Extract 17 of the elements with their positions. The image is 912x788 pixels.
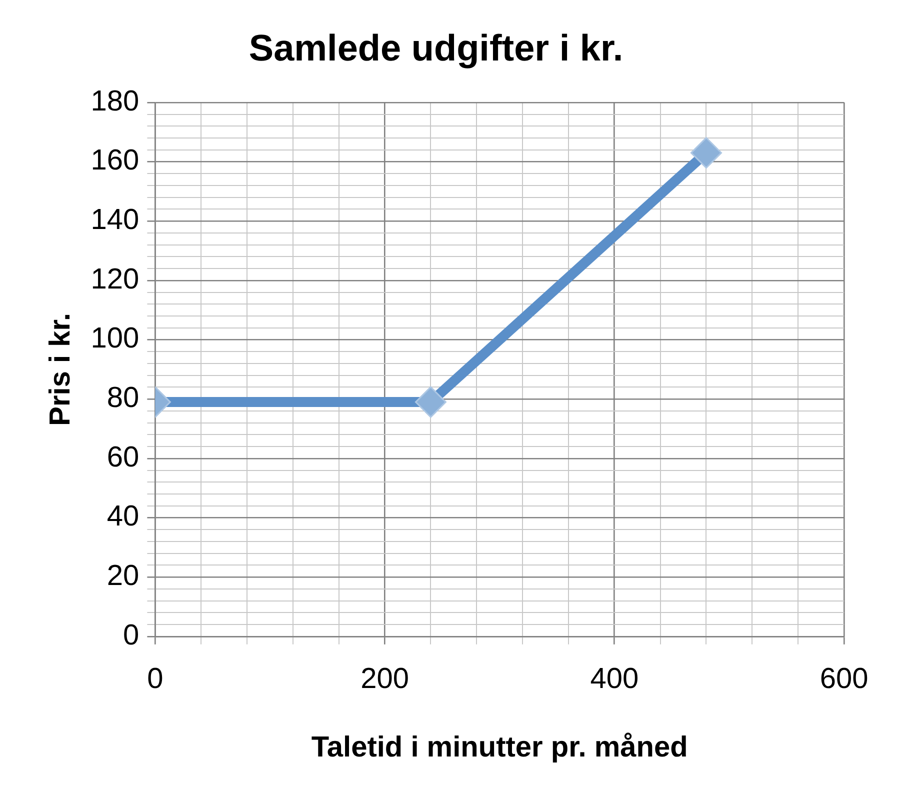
y-tick-label: 100: [90, 322, 140, 355]
y-tick-label: 160: [90, 144, 140, 177]
y-tick-label: 20: [106, 560, 140, 592]
y-tick-label: 0: [123, 619, 140, 652]
x-tick-label: 600: [820, 662, 868, 695]
x-axis-title: Taletid i minutter pr. måned: [311, 732, 688, 764]
y-tick-label: 80: [106, 382, 140, 414]
y-tick-label: 140: [90, 204, 140, 236]
y-tick-label: 180: [90, 85, 140, 118]
y-axis-title: Pris i kr.: [44, 312, 76, 426]
x-tick-label: 0: [147, 662, 164, 695]
y-tick-label: 40: [106, 500, 140, 533]
x-tick-label: 400: [590, 662, 639, 695]
y-tick-label: 120: [90, 263, 140, 296]
chart-title: Samlede udgifter i kr.: [248, 27, 624, 68]
y-tick-label: 60: [106, 441, 140, 474]
x-tick-label: 200: [360, 662, 409, 695]
